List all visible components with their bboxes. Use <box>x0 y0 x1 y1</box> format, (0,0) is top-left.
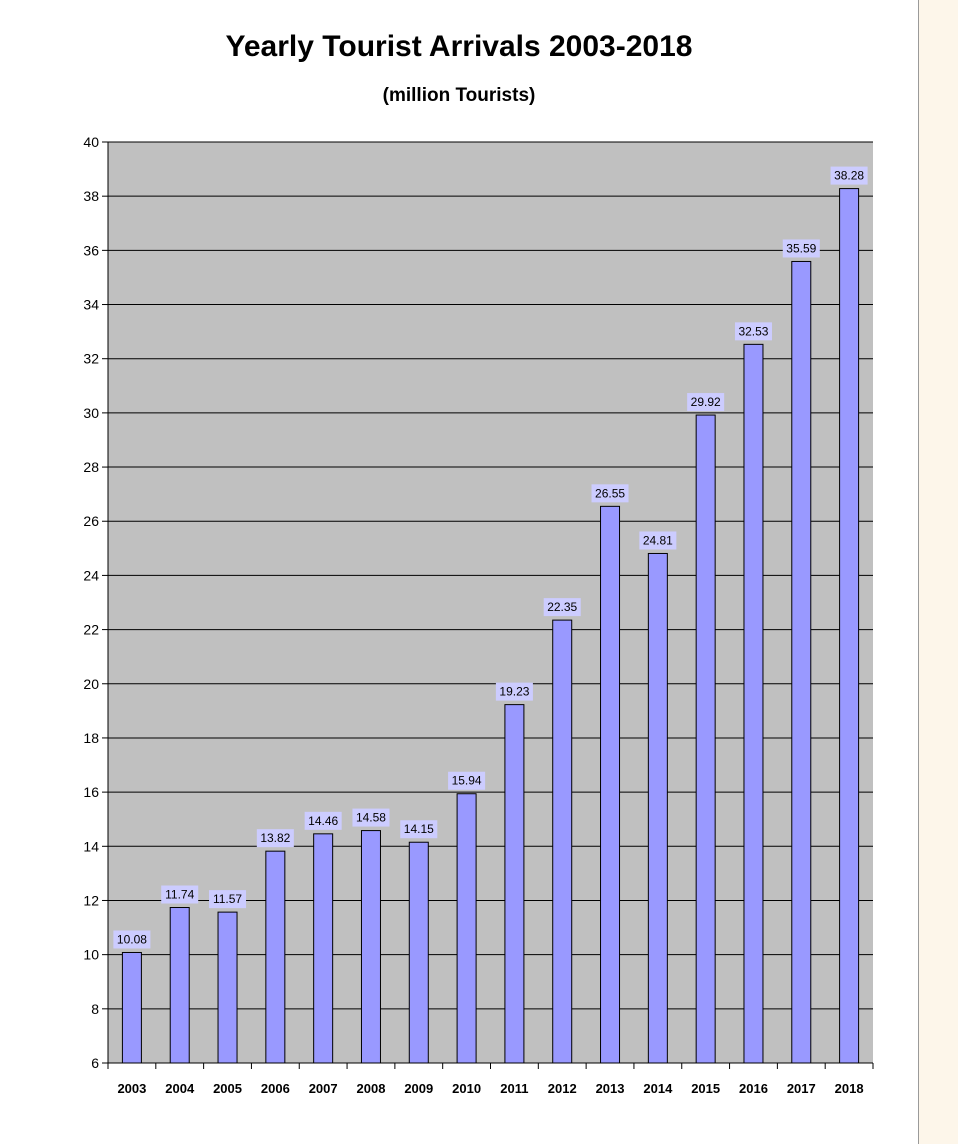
y-tick-label: 38 <box>83 188 99 204</box>
data-label-box <box>161 885 199 904</box>
data-label-2015: 29.92 <box>691 395 721 409</box>
bar-2005 <box>217 911 238 1064</box>
x-tick-label: 2003 <box>117 1081 146 1096</box>
x-tick-label: 2017 <box>787 1081 816 1096</box>
data-label-2009: 14.15 <box>404 822 434 836</box>
y-tick-label: 26 <box>83 513 99 529</box>
bar-2009 <box>408 841 429 1064</box>
x-tick-label: 2018 <box>835 1081 864 1096</box>
data-label-2016: 32.53 <box>738 324 768 338</box>
bar-2014 <box>647 552 668 1064</box>
y-tick-label: 6 <box>91 1055 99 1071</box>
side-panel <box>918 0 958 1144</box>
data-label-box <box>687 393 725 412</box>
data-label-2007: 14.46 <box>308 814 338 828</box>
y-tick-label: 40 <box>83 134 99 150</box>
data-label-box <box>639 531 677 550</box>
x-tick-label: 2013 <box>596 1081 625 1096</box>
data-label-2018: 38.28 <box>834 169 864 183</box>
bars: 10.08 11.74 11.57 13.82 14.46 14.58 14.15 15.94… <box>113 166 868 1064</box>
y-tick-label: 36 <box>83 242 99 258</box>
data-label-box <box>543 598 581 617</box>
bar-2015 <box>695 414 716 1064</box>
x-tick-label: 2015 <box>691 1081 720 1096</box>
y-tick-label: 10 <box>83 947 99 963</box>
x-tick-label: 2010 <box>452 1081 481 1096</box>
x-tick-label: 2012 <box>548 1081 577 1096</box>
y-tick-label: 28 <box>83 459 99 475</box>
x-tick-label: 2008 <box>357 1081 386 1096</box>
data-label-box <box>734 322 772 341</box>
bar-2012 <box>552 619 573 1064</box>
y-tick-label: 20 <box>83 676 99 692</box>
y-tick-label: 16 <box>83 784 99 800</box>
y-tick-label: 8 <box>91 1001 99 1017</box>
bar-2006 <box>265 850 286 1064</box>
chart-title: Yearly Tourist Arrivals 2003-2018 <box>225 30 693 63</box>
x-tick-label: 2006 <box>261 1081 290 1096</box>
x-tick-label: 2016 <box>739 1081 768 1096</box>
data-label-box <box>448 771 486 790</box>
y-axis-ticks: 6 8 10 12 14 16 18 20 22 24 26 28 30 32 34 36 38 40 <box>83 134 108 1071</box>
y-tick-label: 32 <box>83 351 99 367</box>
data-label-2003: 10.08 <box>117 932 147 946</box>
y-tick-label: 34 <box>83 297 99 313</box>
bar-2018 <box>839 188 860 1064</box>
chart-subtitle: (million Tourists) <box>382 85 536 106</box>
data-label-2008: 14.58 <box>356 811 386 825</box>
data-label-2004: 11.74 <box>165 888 194 902</box>
x-tick-label: 2005 <box>213 1081 242 1096</box>
bar-2003 <box>121 951 142 1064</box>
x-tick-label: 2014 <box>643 1081 673 1096</box>
y-tick-label: 18 <box>83 730 99 746</box>
bar-2010 <box>456 793 477 1064</box>
data-label-2011: 19.23 <box>499 685 529 699</box>
data-label-2013: 26.55 <box>595 486 625 500</box>
data-label-2017: 35.59 <box>786 241 816 255</box>
bar-2004 <box>169 907 190 1064</box>
y-tick-label: 14 <box>83 838 99 854</box>
data-label-2005: 11.57 <box>213 892 242 906</box>
data-label-box <box>495 682 533 701</box>
data-label-box <box>400 820 438 839</box>
data-label-2010: 15.94 <box>452 774 482 788</box>
bar-2007 <box>313 833 334 1064</box>
data-label-2012: 22.35 <box>547 600 577 614</box>
data-label-box <box>113 930 151 949</box>
y-tick-label: 12 <box>83 892 99 908</box>
x-axis-ticks: 2003 2004 2005 2006 2007 2008 2009 2010 2011 2012… <box>107 1063 874 1096</box>
data-label-box <box>830 166 868 185</box>
data-label-box <box>782 239 820 258</box>
bar-2016 <box>743 343 764 1064</box>
y-tick-label: 24 <box>83 567 99 583</box>
x-tick-label: 2009 <box>404 1081 433 1096</box>
bar-2011 <box>504 704 525 1064</box>
bar-2013 <box>600 505 621 1064</box>
data-label-box <box>209 890 247 909</box>
bar-chart: 6 8 10 12 14 16 18 20 22 24 26 28 30 32 34 36 38 40 10.08… <box>83 134 874 1096</box>
x-tick-label: 2007 <box>309 1081 338 1096</box>
data-label-box <box>352 808 390 827</box>
data-label-box <box>256 829 294 848</box>
data-label-box <box>591 484 629 503</box>
bar-2017 <box>791 260 812 1064</box>
y-tick-label: 22 <box>83 622 99 638</box>
bar-2008 <box>360 830 381 1064</box>
data-label-2006: 13.82 <box>260 831 290 845</box>
y-tick-label: 30 <box>83 405 99 421</box>
x-tick-label: 2004 <box>165 1081 195 1096</box>
data-label-box <box>304 811 342 830</box>
data-label-2014: 24.81 <box>643 533 673 547</box>
x-tick-label: 2011 <box>500 1081 528 1096</box>
axes <box>107 142 873 1064</box>
